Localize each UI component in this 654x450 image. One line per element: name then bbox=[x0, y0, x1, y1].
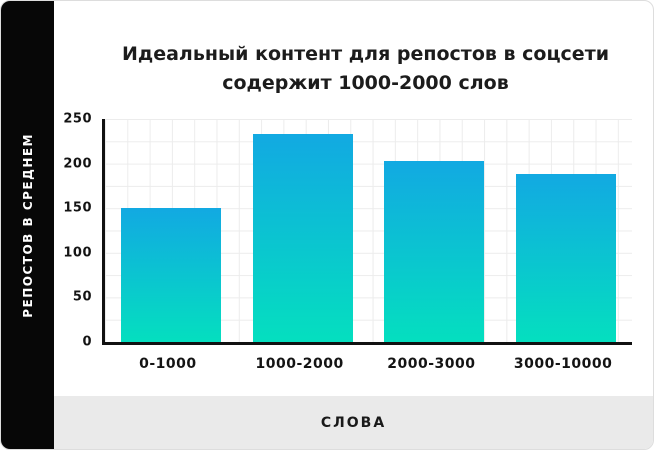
x-tick-label: 0-1000 bbox=[139, 356, 197, 372]
y-tick-label: 0 bbox=[82, 334, 92, 350]
bar-slot-1000-2000 bbox=[237, 119, 369, 342]
y-tick-label: 50 bbox=[72, 289, 92, 305]
x-axis-title: СЛОВА bbox=[320, 414, 387, 431]
x-axis-tick-labels: 0-1000 1000-2000 2000-3000 3000-10000 bbox=[102, 356, 629, 372]
bar-0-1000 bbox=[120, 208, 221, 342]
bar-slot-2000-3000 bbox=[369, 119, 501, 342]
bar-1000-2000 bbox=[252, 134, 353, 342]
x-tick-label: 3000-10000 bbox=[513, 356, 613, 372]
bar-3000-10000 bbox=[516, 174, 617, 342]
chart-title-line1: Идеальный контент для репостов в соцсети bbox=[121, 42, 610, 65]
x-tick-label: 2000-3000 bbox=[387, 356, 476, 372]
y-tick-label: 250 bbox=[63, 111, 92, 127]
y-axis-title-band: РЕПОСТОВ В СРЕДНЕМ bbox=[1, 1, 54, 449]
y-tick-label: 200 bbox=[63, 156, 92, 172]
x-tick-label: 1000-2000 bbox=[255, 356, 344, 372]
y-axis-tick-labels: 0 50 100 150 200 250 bbox=[54, 112, 97, 350]
bar-slot-0-1000 bbox=[105, 119, 237, 342]
bar-slot-3000-10000 bbox=[500, 119, 632, 342]
y-tick-label: 100 bbox=[63, 245, 92, 261]
bar-2000-3000 bbox=[384, 160, 485, 342]
chart-title: Идеальный контент для репостов в соцсети… bbox=[102, 40, 629, 98]
y-tick-label: 150 bbox=[63, 200, 92, 216]
x-axis-title-band: СЛОВА bbox=[54, 396, 653, 449]
y-axis-title: РЕПОСТОВ В СРЕДНЕМ bbox=[20, 132, 35, 318]
chart-title-line2: содержит 1000-2000 слов bbox=[222, 71, 509, 94]
plot-area bbox=[102, 119, 632, 345]
bars-container bbox=[105, 119, 632, 342]
